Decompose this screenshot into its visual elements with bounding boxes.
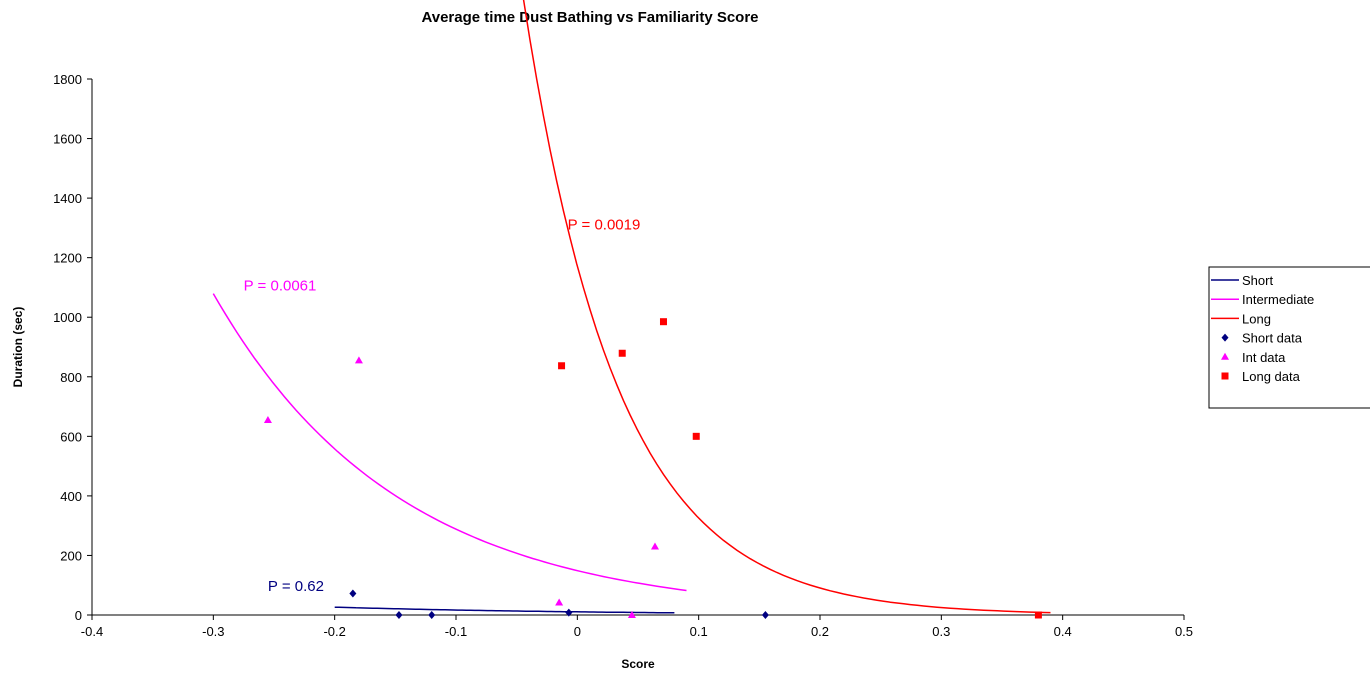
y-tick-label: 0 [75, 608, 82, 623]
x-tick-label: 0.2 [811, 624, 829, 639]
legend-swatch [1221, 352, 1229, 360]
y-tick-label: 600 [60, 429, 82, 444]
plot-area: -0.4 -0.3 -0.2 -0.1 0 0.1 0.2 0.3 0.4 0.5 0 200 400 6… [53, 0, 1193, 639]
y-tick-label: 200 [60, 548, 82, 563]
data-point-short-data [761, 611, 769, 619]
y-tick-label: 400 [60, 489, 82, 504]
data-point-long-data [618, 349, 626, 357]
legend-entry: Short [1242, 273, 1273, 288]
data-point-int-data [555, 598, 564, 606]
x-tick-label: -0.3 [202, 624, 224, 639]
x-tick-label: 0.5 [1175, 624, 1193, 639]
legend-swatch [1221, 333, 1229, 342]
x-tick-label: 0.4 [1054, 624, 1072, 639]
data-point-long-data [1034, 611, 1042, 619]
x-tick-label: 0 [574, 624, 581, 639]
p-value-annotation: P = 0.62 [268, 578, 324, 595]
data-point-long-data [659, 318, 667, 326]
data-point-long-data [558, 362, 566, 370]
x-tick-label: 0.1 [690, 624, 708, 639]
legend-entry: Long [1242, 311, 1271, 326]
legend-entry: Int data [1242, 350, 1286, 365]
legend-box [1208, 266, 1370, 409]
x-tick-label: 0.3 [932, 624, 950, 639]
data-point-short-data [395, 611, 403, 619]
x-tick-label: -0.1 [445, 624, 467, 639]
x-tick-label: -0.2 [323, 624, 345, 639]
x-tick-label: -0.4 [81, 624, 103, 639]
legend-entry: Short data [1242, 331, 1303, 346]
p-value-annotation: P = 0.0019 [568, 216, 641, 233]
data-point-short-data [428, 611, 436, 619]
y-axis-label: Duration (sec) [11, 307, 25, 388]
data-point-long-data [692, 432, 700, 440]
x-axis-label: Score [621, 657, 655, 671]
series-line-intermediate [212, 293, 687, 592]
legend-swatch [1221, 372, 1229, 380]
y-tick-label: 1800 [53, 72, 82, 87]
y-tick-label: 1400 [53, 191, 82, 206]
y-tick-label: 1600 [53, 132, 82, 147]
p-value-annotation: P = 0.0061 [244, 277, 317, 294]
data-point-int-data [263, 415, 272, 423]
data-point-int-data [627, 611, 636, 618]
data-point-short-data [565, 608, 573, 617]
data-point-int-data [650, 542, 659, 550]
series-line-long [522, 0, 1051, 614]
y-tick-label: 800 [60, 370, 82, 385]
chart-title: Average time Dust Bathing vs Familiarity… [421, 9, 758, 26]
legend-entry: Long data [1242, 369, 1301, 384]
y-tick-label: 1200 [53, 251, 82, 266]
data-point-int-data [354, 356, 363, 364]
legend-entry: Intermediate [1242, 292, 1314, 307]
legend: Short Intermediate Long Short data Int data L… [1208, 266, 1370, 409]
y-tick-label: 1000 [53, 310, 82, 325]
data-point-short-data [349, 589, 357, 598]
series-line-short [334, 606, 675, 614]
